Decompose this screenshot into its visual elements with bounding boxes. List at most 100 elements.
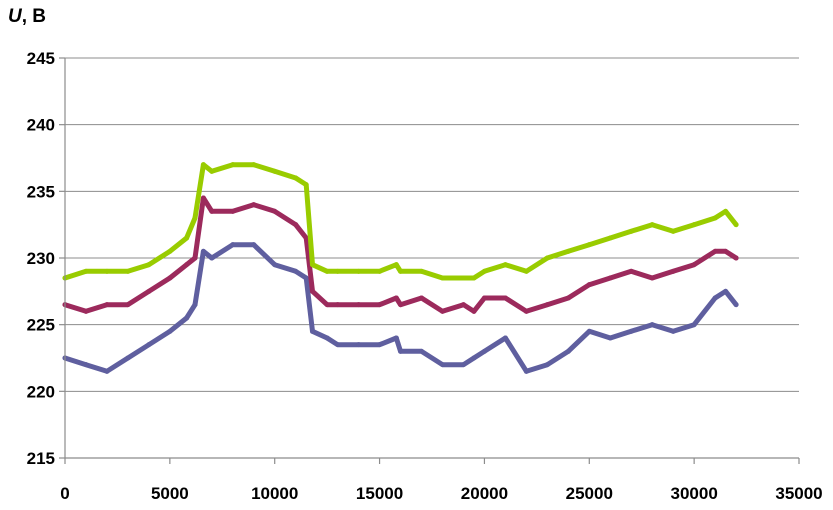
series-1-point: [628, 328, 634, 334]
series-3-point: [733, 222, 739, 228]
series-3-point: [471, 275, 477, 281]
series-2-point: [649, 275, 655, 281]
series-2-point: [628, 268, 634, 274]
series-3-point: [565, 248, 571, 254]
series-2-point: [481, 295, 487, 301]
series-2-point: [471, 308, 477, 314]
series-1-point: [303, 275, 309, 281]
series-2-point: [439, 308, 445, 314]
series-2-point: [723, 248, 729, 254]
series-3-point: [670, 228, 676, 234]
series-1-point: [146, 342, 152, 348]
series-2-point: [200, 195, 206, 201]
series-3-point: [209, 168, 215, 174]
series-3-point: [712, 215, 718, 221]
series-3-point: [691, 222, 697, 228]
series-1-point: [523, 368, 529, 374]
series-3-point: [309, 262, 315, 268]
series-2-point: [230, 208, 236, 214]
series-3-point: [628, 228, 634, 234]
series-1-point: [309, 328, 315, 334]
series-2-point: [419, 295, 425, 301]
series-line-3: [62, 162, 739, 281]
series-1-point: [324, 335, 330, 341]
series-1-point: [733, 302, 739, 308]
y-tick-label: 220: [27, 382, 55, 401]
series-3-point: [184, 235, 190, 241]
x-tick-label: 5000: [151, 484, 189, 503]
y-axis-unit: , В: [21, 6, 47, 27]
series-3-point: [481, 268, 487, 274]
y-tick-label: 235: [27, 182, 55, 201]
series-2-point: [691, 262, 697, 268]
series-3-point: [303, 182, 309, 188]
series-2-point: [544, 302, 550, 308]
series-1-point: [192, 302, 198, 308]
series-3-point: [502, 262, 508, 268]
series-3-point: [439, 275, 445, 281]
series-2-point: [309, 288, 315, 294]
gridlines: [65, 57, 799, 392]
series-1-point: [200, 248, 206, 254]
series-2-point: [377, 302, 383, 308]
x-tick-label: 0: [60, 484, 69, 503]
series-2-point: [184, 262, 190, 268]
series-2-point: [398, 302, 404, 308]
series-3-point: [125, 268, 131, 274]
series-3-point: [324, 268, 330, 274]
series-3-point: [335, 268, 341, 274]
series-3-point: [272, 168, 278, 174]
series-1-point: [502, 335, 508, 341]
series-1-point: [460, 362, 466, 368]
series-2-point: [104, 302, 110, 308]
series-1-point: [251, 242, 257, 248]
series-1-point: [439, 362, 445, 368]
series-1-point: [230, 242, 236, 248]
series-3-point: [230, 162, 236, 168]
series-2-point: [733, 255, 739, 261]
series-3-point: [607, 235, 613, 241]
series-3-point: [723, 208, 729, 214]
series-3-point: [377, 268, 383, 274]
series-1-point: [723, 288, 729, 294]
series-2-point: [303, 235, 309, 241]
series-1-point: [209, 255, 215, 261]
series-3-point: [398, 268, 404, 274]
series-2-point: [607, 275, 613, 281]
series-lines: [62, 162, 739, 374]
series-3-point: [460, 275, 466, 281]
series-1-point: [377, 342, 383, 348]
series-1-point: [398, 348, 404, 354]
series-1-point: [565, 348, 571, 354]
y-tick-label: 230: [27, 249, 55, 268]
series-3-point: [251, 162, 257, 168]
x-tick-label: 10000: [251, 484, 298, 503]
axes: [59, 57, 800, 464]
series-1-point: [481, 348, 487, 354]
series-3-point: [586, 242, 592, 248]
x-tick-label: 15000: [356, 484, 403, 503]
series-3-point: [293, 175, 299, 181]
y-tick-label: 240: [27, 116, 55, 135]
y-axis-label: U, В: [8, 6, 46, 28]
y-axis-variable: U: [8, 6, 22, 27]
series-2-point: [502, 295, 508, 301]
series-1-point: [356, 342, 362, 348]
x-tick-label: 25000: [566, 484, 613, 503]
series-1-point: [649, 322, 655, 328]
y-tick-label: 225: [27, 316, 55, 335]
x-tick-label: 30000: [671, 484, 718, 503]
series-3-point: [393, 262, 399, 268]
series-1-point: [544, 362, 550, 368]
series-2-point: [251, 202, 257, 208]
series-3-point: [523, 268, 529, 274]
series-2-point: [293, 222, 299, 228]
series-3-point: [104, 268, 110, 274]
series-line-2: [62, 195, 739, 314]
series-3-point: [83, 268, 89, 274]
series-2-point: [670, 268, 676, 274]
series-2-point: [586, 282, 592, 288]
series-1-point: [184, 315, 190, 321]
series-1-point: [586, 328, 592, 334]
series-1-point: [670, 328, 676, 334]
